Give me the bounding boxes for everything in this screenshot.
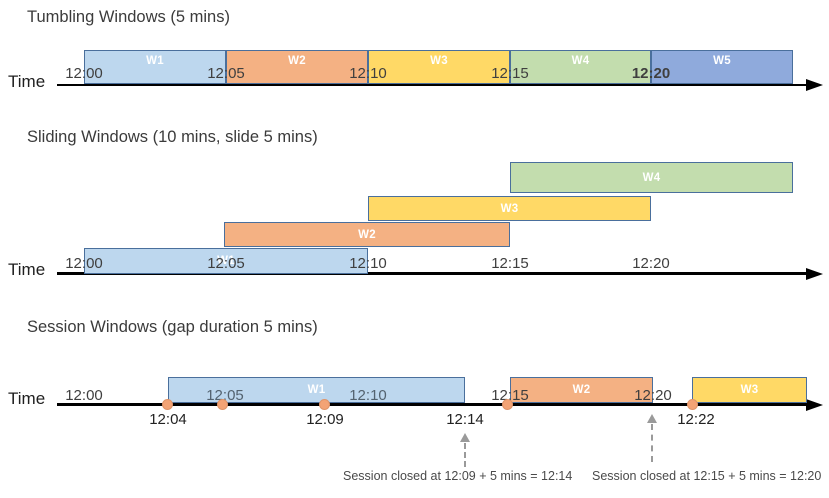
dashed-arrow-up-icon [646, 414, 658, 462]
tick-label: 12:00 [65, 255, 103, 272]
window-label: W3 [500, 202, 519, 215]
event-dot-icon [502, 399, 513, 410]
window-label: W4 [571, 55, 590, 67]
tick-label: 12:10 [349, 255, 387, 272]
axis-label-time-session: Time [8, 389, 46, 408]
session-window-w3: W3 [692, 377, 807, 403]
time-axis-tumbling [57, 84, 806, 86]
axis-arrowhead-icon [806, 268, 823, 280]
tumbling-window-w1: W1 [84, 50, 226, 84]
axis-arrowhead-icon [806, 79, 823, 91]
event-dot-icon [162, 399, 173, 410]
window-label: W2 [572, 384, 591, 396]
event-time-label: 12:09 [306, 411, 344, 428]
tick-label: 12:10 [349, 387, 387, 404]
axis-label-time-tumbling: Time [8, 72, 46, 91]
window-label: W2 [288, 55, 306, 67]
event-time-label: 12:14 [446, 411, 484, 428]
window-label: W1 [217, 255, 235, 267]
sliding-window-w4: W4 [510, 162, 793, 193]
window-label: W1 [307, 384, 326, 396]
window-label: W3 [430, 55, 448, 67]
event-time-label: 12:04 [149, 411, 187, 428]
window-label: W2 [358, 228, 376, 241]
tick-label: 12:15 [491, 255, 529, 272]
tumbling-window-w3: W3 [368, 50, 510, 84]
session-window-w1: W1 [168, 377, 465, 403]
window-label: W5 [713, 55, 731, 67]
tick-label: 12:15 [491, 387, 529, 404]
event-time-label: 12:22 [677, 411, 715, 428]
tumbling-window-w2: W2 [226, 50, 368, 84]
tick-label: 12:00 [65, 65, 103, 82]
tick-label: 12:20 [631, 65, 671, 82]
tick-label: 12:05 [206, 387, 244, 404]
time-axis-sliding [57, 272, 806, 275]
tick-label: 12:00 [65, 387, 103, 404]
sliding-window-w2: W2 [224, 222, 510, 247]
tumbling-window-w4: W4 [510, 50, 651, 84]
event-dot-icon [319, 399, 330, 410]
session-closed-annotation-2: Session closed at 12:15 + 5 mins = 12:20 [592, 469, 822, 483]
event-dot-icon [217, 399, 228, 410]
tick-label: 12:05 [207, 65, 245, 82]
tick-label: 12:20 [632, 255, 670, 272]
window-label: W4 [642, 171, 661, 184]
sliding-window-w3: W3 [368, 196, 651, 221]
sliding-window-w1: W1 [84, 248, 368, 274]
axis-arrowhead-icon [806, 399, 823, 411]
window-label: W1 [146, 55, 164, 67]
section-title-sliding: Sliding Windows (10 mins, slide 5 mins) [27, 128, 318, 146]
section-title-session: Session Windows (gap duration 5 mins) [27, 318, 318, 336]
tick-label: 12:20 [634, 387, 672, 404]
section-title-tumbling: Tumbling Windows (5 mins) [27, 8, 230, 26]
event-dot-icon [687, 399, 698, 410]
time-axis-session [57, 403, 806, 406]
window-label: W3 [740, 384, 759, 396]
tick-label: 12:05 [207, 255, 245, 272]
tumbling-window-w5: W5 [651, 50, 793, 84]
axis-label-time-sliding: Time [8, 260, 46, 279]
tick-label: 12:10 [349, 65, 387, 82]
tick-label: 12:15 [491, 65, 529, 82]
dashed-arrow-up-icon [459, 433, 471, 467]
session-window-w2: W2 [510, 377, 653, 403]
session-closed-annotation-1: Session closed at 12:09 + 5 mins = 12:14 [343, 469, 573, 483]
